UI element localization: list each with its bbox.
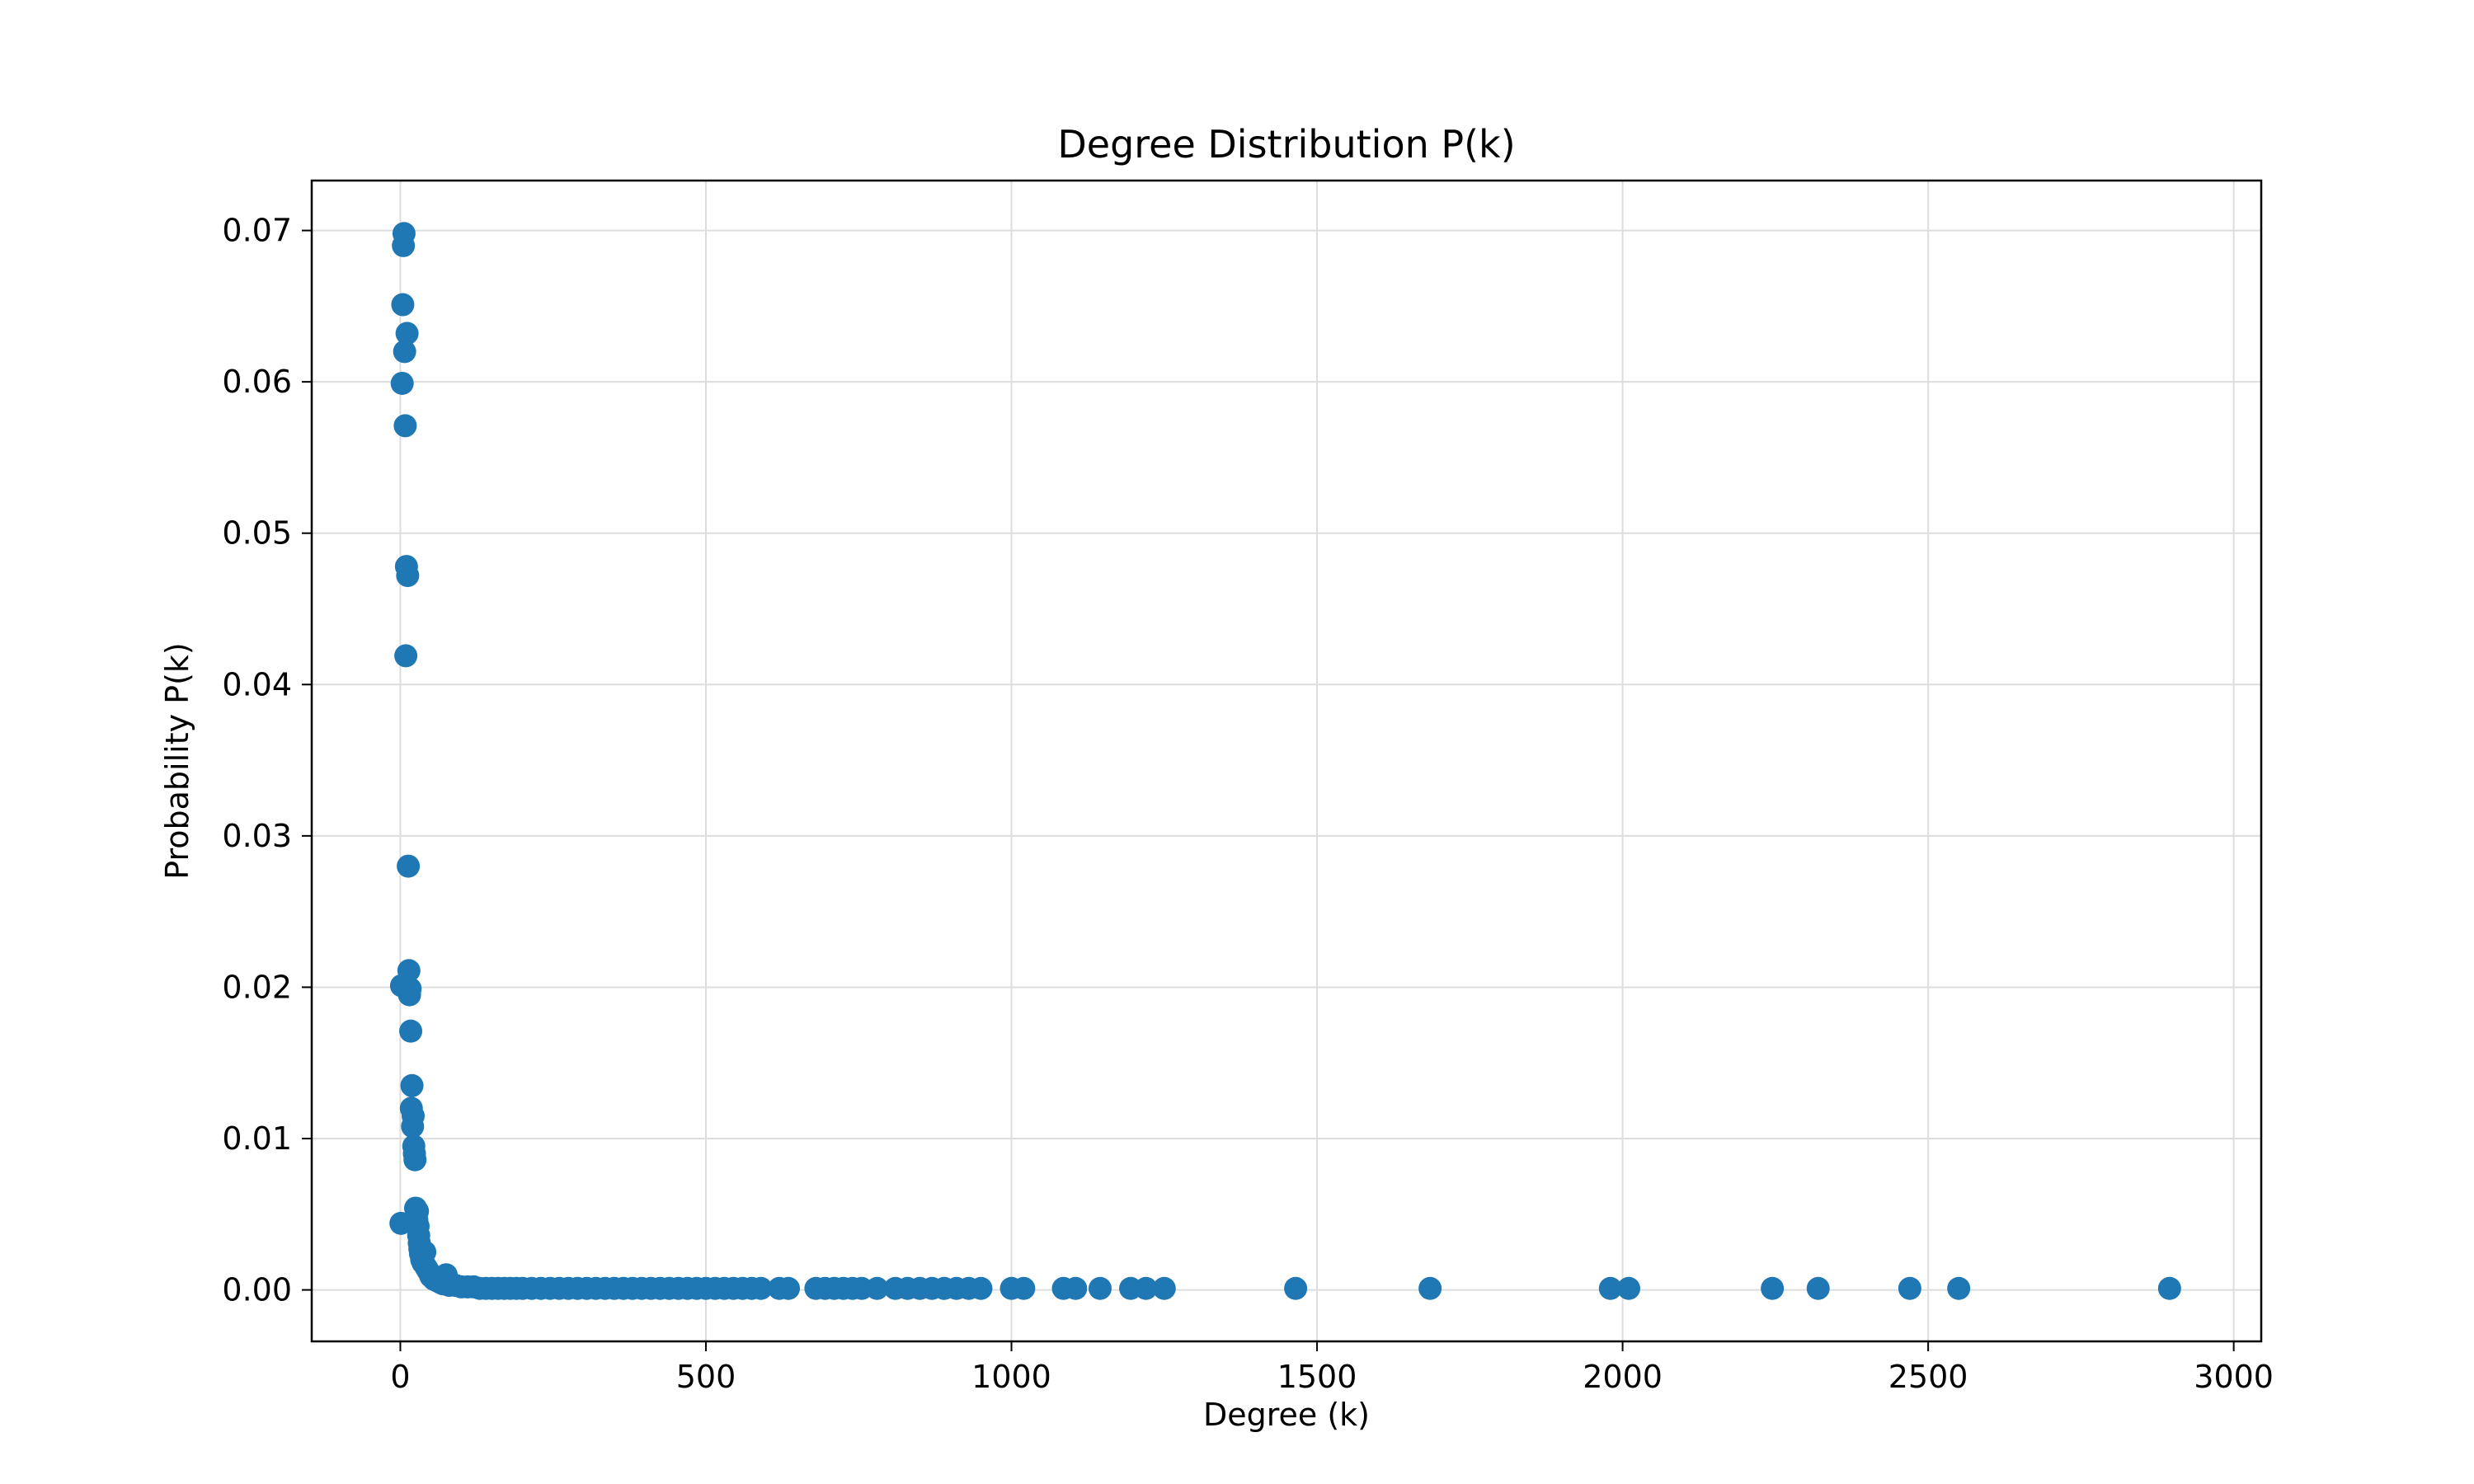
x-tick-label: 3000 xyxy=(2194,1359,2274,1395)
x-axis-title: Degree (k) xyxy=(1203,1397,1370,1433)
x-tick-label: 1500 xyxy=(1277,1359,1357,1395)
data-point xyxy=(395,322,419,345)
chart-title: Degree Distribution P(k) xyxy=(1057,122,1515,167)
y-tick-label: 0.01 xyxy=(222,1120,292,1157)
data-points xyxy=(389,222,2181,1300)
y-tick-label: 0.05 xyxy=(222,515,292,552)
plot-frame xyxy=(310,179,2263,1343)
data-point xyxy=(391,293,415,317)
data-point xyxy=(1152,1276,1176,1300)
data-point xyxy=(1418,1276,1442,1300)
y-tick-label: 0.07 xyxy=(222,213,292,249)
data-point xyxy=(1806,1276,1830,1300)
x-tick-label: 1000 xyxy=(971,1359,1051,1395)
data-point xyxy=(393,414,417,438)
data-point xyxy=(1598,1276,1622,1300)
data-point xyxy=(1616,1276,1640,1300)
data-point xyxy=(394,644,418,668)
data-point xyxy=(392,222,416,246)
x-tick-label: 500 xyxy=(676,1359,736,1395)
x-tick-label: 2500 xyxy=(1888,1359,1968,1395)
data-point xyxy=(399,1019,423,1043)
data-point xyxy=(1088,1276,1112,1300)
data-point xyxy=(1761,1276,1785,1300)
data-point xyxy=(1284,1276,1308,1300)
y-tick-label: 0.03 xyxy=(222,818,292,854)
data-point xyxy=(398,977,422,1001)
y-tick-label: 0.00 xyxy=(222,1272,292,1308)
data-point xyxy=(1898,1276,1921,1300)
data-point xyxy=(2157,1276,2181,1300)
data-point xyxy=(397,959,421,983)
y-tick-label: 0.04 xyxy=(222,666,292,702)
data-point xyxy=(396,564,420,588)
grid xyxy=(312,181,2261,1341)
data-point xyxy=(403,1148,427,1172)
data-point xyxy=(393,340,416,364)
data-point xyxy=(749,1276,773,1300)
x-tick-label: 2000 xyxy=(1583,1359,1663,1395)
x-tick-label: 0 xyxy=(390,1359,410,1395)
data-point xyxy=(400,1073,424,1097)
data-point xyxy=(865,1276,889,1300)
y-axis-title: Probability P(k) xyxy=(159,642,195,880)
data-point xyxy=(1134,1276,1158,1300)
data-point xyxy=(1947,1276,1971,1300)
data-point xyxy=(397,854,421,878)
data-point xyxy=(1012,1276,1036,1300)
data-point xyxy=(390,371,414,395)
y-tick-label: 0.06 xyxy=(222,364,292,400)
data-point xyxy=(969,1276,993,1300)
data-point xyxy=(777,1276,801,1300)
y-tick-label: 0.02 xyxy=(222,969,292,1005)
axis-ticks: 0 500 1000 1500 2000 2500 3000 0.00 0.01 0.02 0.03… xyxy=(222,213,2274,1395)
data-point xyxy=(1064,1276,1088,1300)
data-point xyxy=(402,1104,426,1128)
